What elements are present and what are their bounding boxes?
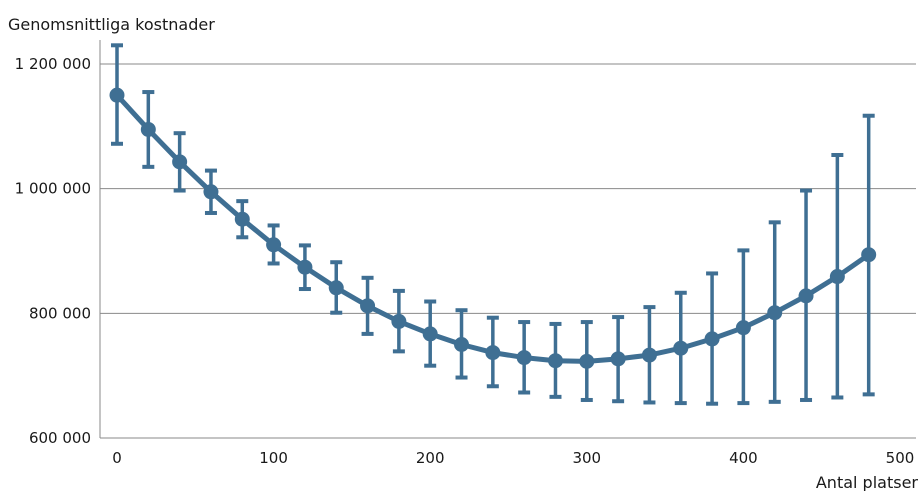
- y-tick-labels: 600 000 800 000 1 000 000 1 200 000: [15, 55, 91, 447]
- data-points: [109, 87, 877, 369]
- x-tick-label: 300: [572, 449, 601, 467]
- data-point: [610, 351, 626, 367]
- data-point: [109, 87, 125, 103]
- data-point: [297, 259, 313, 275]
- y-tick-label: 1 200 000: [15, 55, 91, 73]
- data-point: [422, 326, 438, 342]
- data-point: [798, 288, 814, 304]
- data-point: [485, 345, 501, 361]
- y-axis-title: Genomsnittliga kostnader: [8, 15, 215, 34]
- data-point: [140, 121, 156, 137]
- data-point: [673, 340, 689, 356]
- x-axis-title: Antal platser: [816, 473, 919, 491]
- x-tick-label: 400: [729, 449, 758, 467]
- data-point: [391, 313, 407, 329]
- data-point: [547, 353, 563, 369]
- x-tick-label: 200: [416, 449, 445, 467]
- data-point: [579, 353, 595, 369]
- gridlines: [100, 63, 916, 314]
- x-tick-label: 100: [259, 449, 288, 467]
- x-tick-labels: 0 100 200 300 400 500: [112, 449, 914, 467]
- data-point: [360, 298, 376, 314]
- x-tick-label: 500: [886, 449, 915, 467]
- data-point: [266, 237, 282, 253]
- data-point: [454, 337, 470, 352]
- data-point: [704, 331, 720, 347]
- data-point: [516, 350, 532, 366]
- data-point: [328, 280, 344, 296]
- data-point: [861, 247, 877, 263]
- data-point: [767, 305, 783, 321]
- data-point: [172, 154, 188, 170]
- axes: [99, 40, 916, 439]
- y-tick-label: 600 000: [29, 429, 91, 447]
- data-point: [203, 184, 219, 200]
- y-tick-label: 800 000: [29, 304, 91, 322]
- data-point: [234, 211, 250, 227]
- data-point: [829, 269, 845, 285]
- y-tick-label: 1 000 000: [15, 180, 91, 198]
- data-point: [735, 320, 751, 336]
- x-tick-label: 0: [112, 449, 122, 467]
- data-point: [641, 347, 657, 363]
